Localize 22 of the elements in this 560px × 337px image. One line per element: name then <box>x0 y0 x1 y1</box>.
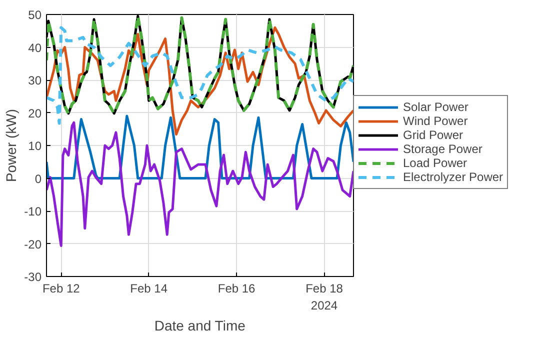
x-tick-label: Feb 14 <box>130 282 168 296</box>
legend-label: Load Power <box>403 156 468 170</box>
y-tick-label: 0 <box>34 172 42 186</box>
line-series <box>46 121 354 247</box>
y-tick-label: 50 <box>28 8 42 22</box>
legend-label: Electrolyzer Power <box>403 170 504 184</box>
legend-label: Storage Power <box>403 142 482 156</box>
x-tick-label: Feb 18 2024 <box>306 282 344 312</box>
y-tick-label: -10 <box>24 204 42 218</box>
x-tick-label: Feb 16 <box>218 282 256 296</box>
legend-label: Solar Power <box>403 100 468 114</box>
y-tick-label: 10 <box>28 139 42 153</box>
y-tick-label: 40 <box>28 40 42 55</box>
x-tick-label: Feb 12 <box>42 282 80 296</box>
legend-label: Wind Power <box>403 114 468 128</box>
x-axis-title: Date and Time <box>154 317 246 334</box>
legend-label: Grid Power <box>403 128 464 142</box>
y-tick-label: 20 <box>28 106 42 120</box>
y-tick-label: -20 <box>24 237 42 252</box>
y-axis-title: Power (kW) <box>3 108 20 182</box>
y-tick-label: 30 <box>28 74 42 88</box>
y-tick-label: -30 <box>24 270 42 284</box>
